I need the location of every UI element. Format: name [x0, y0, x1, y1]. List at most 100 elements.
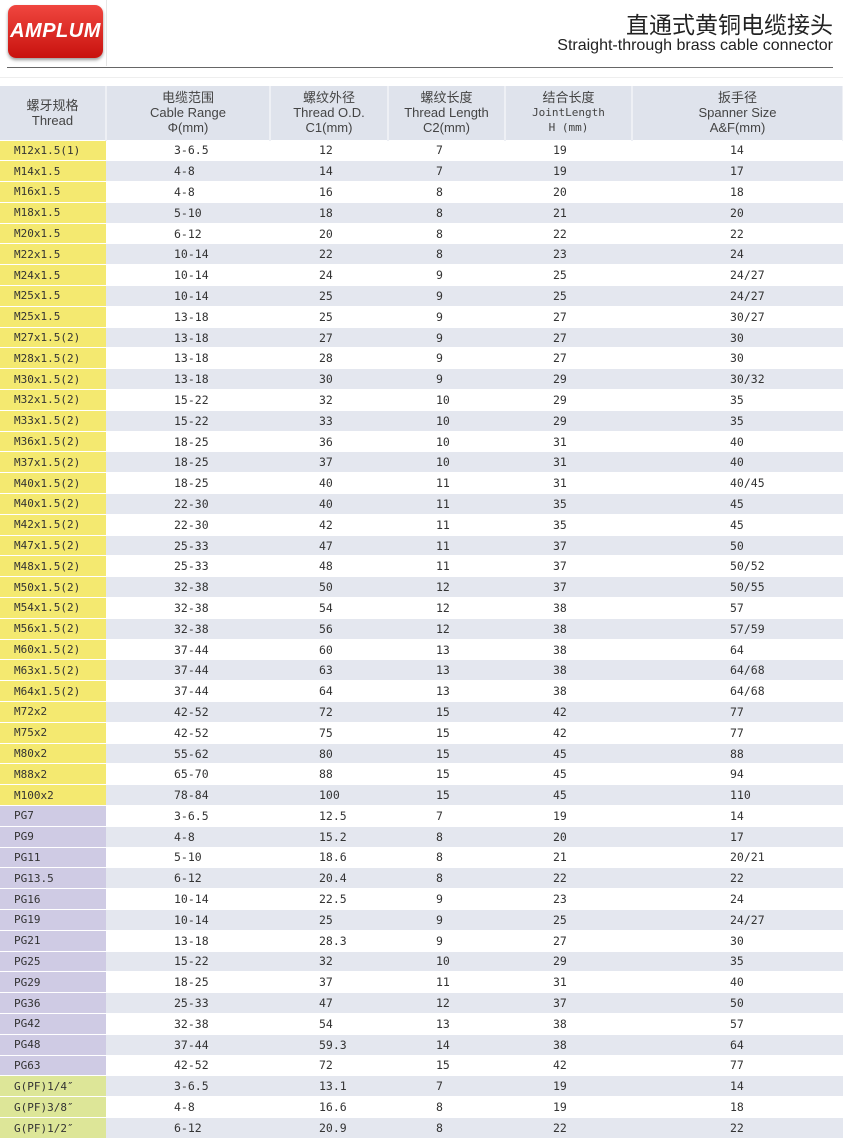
- table-cell: 10: [388, 430, 505, 452]
- table-cell: 10-14: [106, 888, 270, 910]
- table-cell: 55-62: [106, 742, 270, 764]
- column-header-en: Cable Range: [150, 105, 226, 121]
- thread-cell: PG42: [0, 1012, 106, 1035]
- table-row: M48x1.5(2) 25-33 48 11 37 50/52: [0, 555, 843, 577]
- table-cell: 21: [505, 201, 632, 224]
- table-cell: 64: [270, 680, 388, 702]
- table-cell: 30/27: [632, 305, 843, 328]
- thread-cell: M40x1.5(2): [0, 493, 106, 515]
- table-cell: 37-44: [106, 1033, 270, 1056]
- table-row: M88x2 65-70 88 15 45 94: [0, 763, 843, 785]
- table-cell: 9: [388, 929, 505, 952]
- table-cell: 29: [505, 389, 632, 411]
- table-cell: 35: [632, 409, 843, 432]
- table-cell: 40: [270, 472, 388, 494]
- column-header-unit: H (mm): [548, 121, 589, 135]
- thread-cell: M72x2: [0, 701, 106, 723]
- table-cell: 8: [388, 825, 505, 848]
- table-cell: 45: [505, 784, 632, 806]
- table-row: M54x1.5(2) 32-38 54 12 38 57: [0, 597, 843, 619]
- table-cell: 20: [632, 201, 843, 224]
- table-cell: 42-52: [106, 721, 270, 744]
- table-row: M100x2 78-84 100 15 45 110: [0, 784, 843, 806]
- column-header-cn: 螺纹外径: [302, 90, 355, 106]
- table-cell: 8: [388, 867, 505, 889]
- table-cell: 27: [270, 326, 388, 348]
- table-cell: 22-30: [106, 493, 270, 515]
- table-cell: 12: [270, 139, 388, 161]
- table-cell: 18-25: [106, 430, 270, 452]
- table-cell: 28.3: [270, 929, 388, 952]
- table-row: M40x1.5(2) 18-25 40 11 31 40/45: [0, 472, 843, 494]
- table-cell: 9: [388, 347, 505, 369]
- table-cell: 19: [505, 160, 632, 182]
- table-cell: 13: [388, 638, 505, 660]
- table-cell: 10: [388, 950, 505, 972]
- table-cell: 12: [388, 617, 505, 640]
- table-cell: 25-33: [106, 534, 270, 556]
- table-row: PG42 32-38 54 13 38 57: [0, 1012, 843, 1035]
- table-cell: 10-14: [106, 264, 270, 286]
- table-cell: 25: [505, 908, 632, 931]
- table-cell: 27: [505, 929, 632, 952]
- column-header-unit: A&F(mm): [709, 120, 766, 136]
- table-cell: 5-10: [106, 201, 270, 224]
- table-cell: 8: [388, 201, 505, 224]
- table-row: PG11 5-10 18.6 8 21 20/21: [0, 846, 843, 868]
- table-cell: 50: [632, 992, 843, 1014]
- table-cell: 8: [388, 1096, 505, 1118]
- table-cell: 37: [505, 576, 632, 598]
- table-cell: 45: [505, 763, 632, 785]
- thread-cell: M36x1.5(2): [0, 430, 106, 452]
- thread-cell: M48x1.5(2): [0, 555, 106, 577]
- table-cell: 3-6.5: [106, 805, 270, 827]
- table-cell: 16.6: [270, 1096, 388, 1118]
- thread-cell: PG7: [0, 805, 106, 827]
- table-cell: 13-18: [106, 929, 270, 952]
- table-cell: 15: [388, 784, 505, 806]
- table-row: M14x1.5 4-8 14 7 19 17: [0, 160, 843, 182]
- thread-cell: M25x1.5: [0, 285, 106, 307]
- table-cell: 3-6.5: [106, 1075, 270, 1097]
- thread-cell: M28x1.5(2): [0, 347, 106, 369]
- table-row: M25x1.5 13-18 25 9 27 30/27: [0, 305, 843, 328]
- table-cell: 15: [388, 1054, 505, 1076]
- table-cell: 72: [270, 1054, 388, 1076]
- table-cell: 25-33: [106, 992, 270, 1014]
- table-cell: 63: [270, 659, 388, 681]
- table-row: M28x1.5(2) 13-18 28 9 27 30: [0, 347, 843, 369]
- table-cell: 35: [505, 493, 632, 515]
- table-cell: 78-84: [106, 784, 270, 806]
- table-cell: 38: [505, 680, 632, 702]
- thread-cell: M16x1.5: [0, 181, 106, 203]
- table-cell: 45: [632, 513, 843, 536]
- table-cell: 64/68: [632, 680, 843, 702]
- table-cell: 8: [388, 222, 505, 244]
- table-cell: 47: [270, 992, 388, 1014]
- table-cell: 24: [632, 243, 843, 265]
- table-cell: 8: [388, 1116, 505, 1139]
- thread-cell: M22x1.5: [0, 243, 106, 265]
- table-cell: 22-30: [106, 513, 270, 536]
- thread-cell: M50x1.5(2): [0, 576, 106, 598]
- thread-cell: G(PF)1/2″: [0, 1116, 106, 1139]
- table-cell: 30/32: [632, 368, 843, 390]
- table-cell: 19: [505, 1075, 632, 1097]
- table-cell: 27: [505, 326, 632, 348]
- table-cell: 38: [505, 638, 632, 660]
- table-row: PG25 15-22 32 10 29 35: [0, 950, 843, 972]
- table-cell: 42: [270, 513, 388, 536]
- table-cell: 6-12: [106, 222, 270, 244]
- thread-cell: G(PF)3/8″: [0, 1096, 106, 1118]
- table-cell: 4-8: [106, 160, 270, 182]
- table-cell: 17: [632, 160, 843, 182]
- table-row: M33x1.5(2) 15-22 33 10 29 35: [0, 409, 843, 432]
- table-cell: 77: [632, 721, 843, 744]
- table-cell: 30: [632, 929, 843, 952]
- table-cell: 75: [270, 721, 388, 744]
- column-header-en: JointLength: [532, 106, 605, 120]
- table-cell: 3-6.5: [106, 139, 270, 161]
- table-cell: 14: [388, 1033, 505, 1056]
- table-cell: 30: [632, 347, 843, 369]
- table-cell: 30: [632, 326, 843, 348]
